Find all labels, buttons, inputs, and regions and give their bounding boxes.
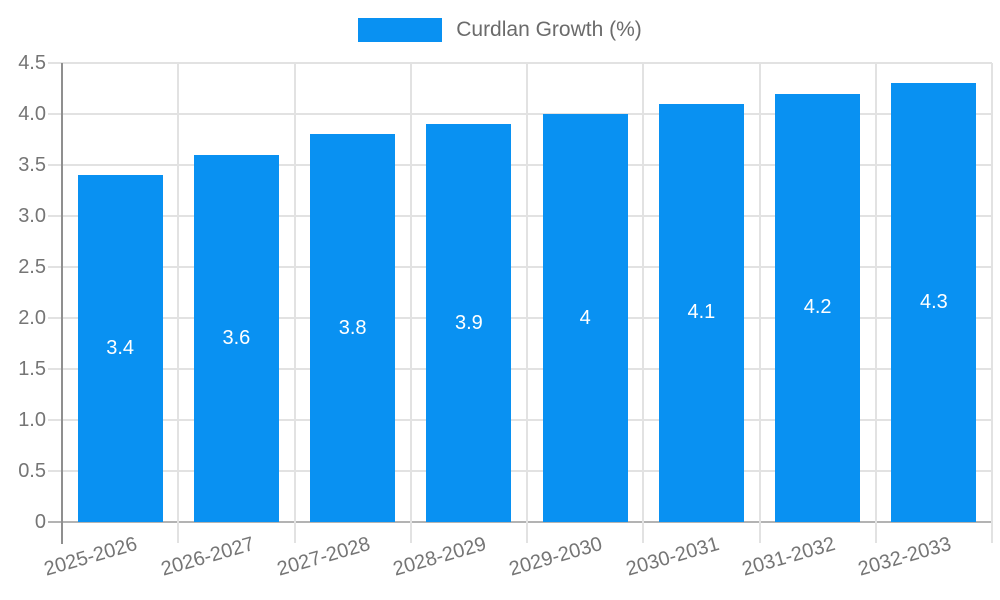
bar-2025-2026: 3.4 xyxy=(77,175,163,522)
y-tick-label: 4.0 xyxy=(18,103,46,125)
x-tick-label: 2027-2028 xyxy=(274,533,373,581)
y-tick-label: 0.5 xyxy=(18,460,46,482)
y-tick-label: 2.5 xyxy=(18,256,46,278)
y-tick-label: 1.5 xyxy=(18,358,46,380)
y-tick-label: 1.0 xyxy=(18,409,46,431)
x-tick-label: 2025-2026 xyxy=(42,533,141,581)
y-tick xyxy=(48,113,62,115)
y-tick-label: 2.0 xyxy=(18,307,46,329)
bar-value-label: 4.1 xyxy=(687,301,716,324)
y-tick-label: 0 xyxy=(34,511,46,533)
bar-2026-2027: 3.6 xyxy=(193,154,279,522)
y-tick xyxy=(48,164,62,166)
y-tick-label: 3.5 xyxy=(18,154,46,176)
y-tick xyxy=(48,368,62,370)
y-axis-line xyxy=(61,63,63,544)
x-tick-label: 2026-2027 xyxy=(158,533,257,581)
bar-value-label: 3.8 xyxy=(338,316,367,339)
bar-2032-2033: 4.3 xyxy=(891,83,977,522)
legend: Curdlan Growth (%) xyxy=(0,18,1000,42)
legend-label: Curdlan Growth (%) xyxy=(456,18,642,41)
bar-2027-2028: 3.8 xyxy=(310,134,396,522)
x-tick-label: 2028-2029 xyxy=(390,533,489,581)
x-tick-label: 2029-2030 xyxy=(507,533,606,581)
x-gridline xyxy=(409,63,412,543)
y-tick xyxy=(48,215,62,217)
bar-value-label: 4 xyxy=(579,306,591,329)
legend-swatch xyxy=(358,18,443,42)
x-gridline xyxy=(526,63,528,543)
x-gridline xyxy=(758,63,761,543)
y-tick xyxy=(48,521,62,523)
x-tick-label: 2030-2031 xyxy=(623,533,722,581)
y-tick-label: 3.0 xyxy=(18,205,46,227)
x-gridline xyxy=(991,63,993,543)
y-tick xyxy=(48,62,62,64)
x-gridline xyxy=(177,63,180,543)
x-gridline xyxy=(642,63,645,543)
bar-2029-2030: 4 xyxy=(542,114,628,522)
x-tick-label: 2032-2033 xyxy=(855,533,954,581)
bar-value-label: 4.3 xyxy=(919,291,948,314)
y-tick xyxy=(48,470,62,472)
x-gridline xyxy=(874,63,877,543)
bar-value-label: 3.6 xyxy=(222,326,251,349)
y-tick-label: 4.5 xyxy=(18,52,46,74)
y-tick xyxy=(48,266,62,268)
bar-2028-2029: 3.9 xyxy=(426,124,512,522)
y-tick xyxy=(48,419,62,421)
bar-2030-2031: 4.1 xyxy=(658,103,744,522)
x-gridline xyxy=(293,63,296,543)
x-tick-label: 2031-2032 xyxy=(739,533,838,581)
y-tick xyxy=(48,317,62,319)
bar-2031-2032: 4.2 xyxy=(775,93,861,522)
bar-value-label: 3.4 xyxy=(106,337,135,360)
bar-value-label: 3.9 xyxy=(454,311,483,334)
bar-value-label: 4.2 xyxy=(803,296,832,319)
